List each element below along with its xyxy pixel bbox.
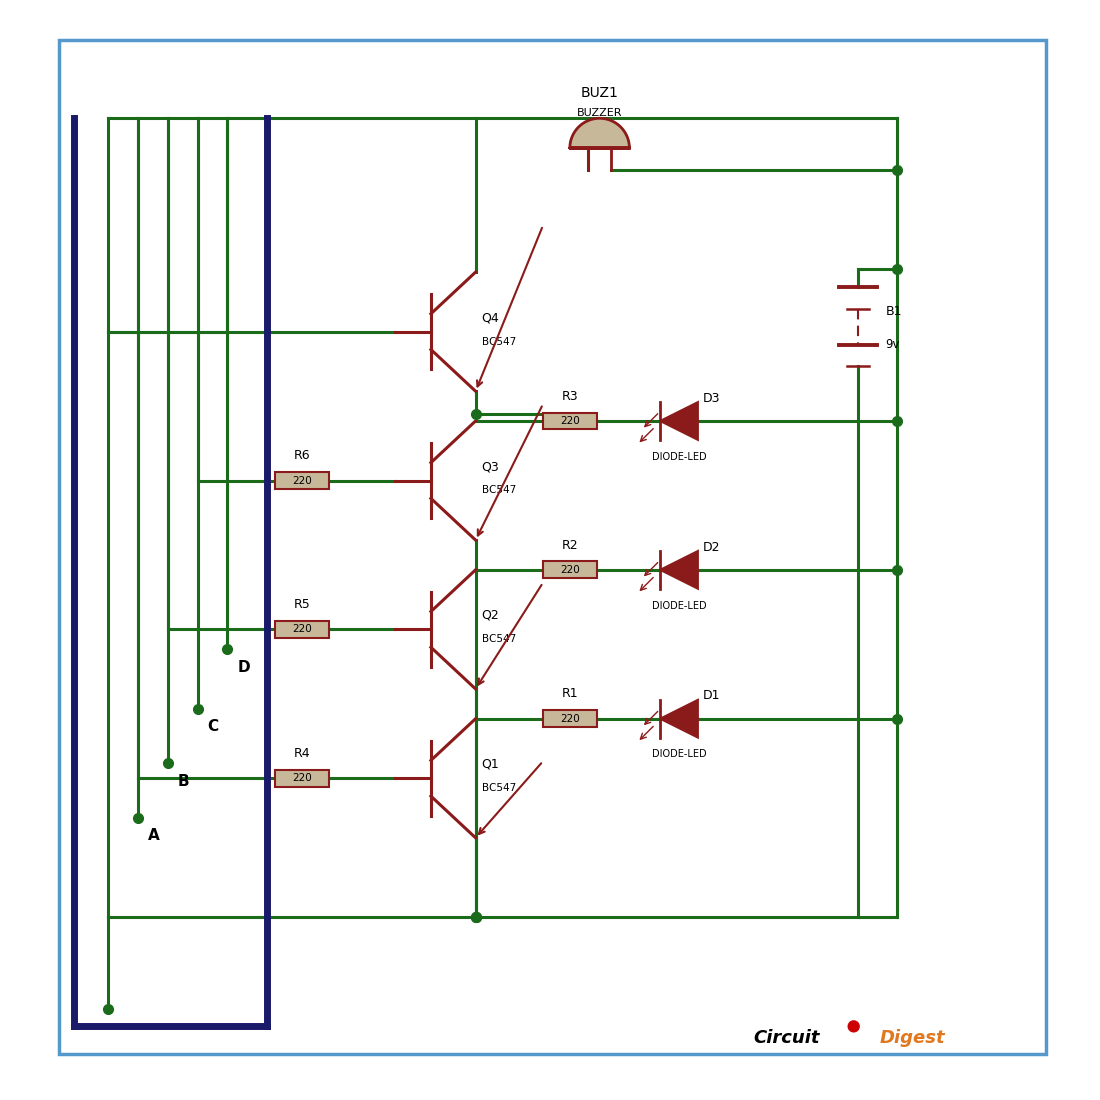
Text: C: C: [208, 719, 219, 734]
Bar: [542, 711, 597, 727]
Text: 9v: 9v: [886, 338, 900, 351]
Text: 220: 220: [560, 416, 580, 426]
Text: 220: 220: [292, 475, 311, 485]
Text: 220: 220: [292, 625, 311, 635]
Text: BC547: BC547: [482, 485, 516, 495]
Text: D3: D3: [703, 392, 720, 405]
Text: Q2: Q2: [482, 609, 499, 622]
Text: 220: 220: [560, 564, 580, 575]
Text: DIODE-LED: DIODE-LED: [651, 601, 706, 610]
Text: Q4: Q4: [482, 311, 499, 324]
Text: Q1: Q1: [482, 758, 499, 771]
Bar: [275, 472, 329, 490]
Text: A: A: [148, 828, 159, 844]
Text: D1: D1: [703, 690, 720, 703]
Text: Q3: Q3: [482, 460, 499, 473]
Text: B: B: [178, 773, 189, 789]
Text: D2: D2: [703, 540, 720, 553]
Bar: [275, 770, 329, 786]
Text: 220: 220: [292, 773, 311, 783]
Text: BUZZER: BUZZER: [576, 108, 623, 119]
Bar: [275, 621, 329, 638]
Text: R2: R2: [561, 539, 579, 551]
Bar: [542, 561, 597, 579]
Text: Digest: Digest: [880, 1030, 945, 1047]
Text: BC547: BC547: [482, 337, 516, 346]
Text: R6: R6: [294, 449, 310, 462]
Polygon shape: [660, 700, 697, 738]
Text: DIODE-LED: DIODE-LED: [651, 452, 706, 462]
Text: 220: 220: [560, 714, 580, 724]
Text: R4: R4: [294, 747, 310, 760]
Text: DIODE-LED: DIODE-LED: [651, 749, 706, 759]
Text: Circuit: Circuit: [754, 1030, 820, 1047]
Text: BUZ1: BUZ1: [581, 87, 618, 100]
Text: D: D: [238, 660, 250, 674]
Polygon shape: [570, 119, 629, 148]
Text: R3: R3: [561, 389, 579, 403]
Text: BC547: BC547: [482, 783, 516, 793]
Text: R5: R5: [294, 598, 310, 612]
Text: R1: R1: [561, 688, 579, 701]
Bar: [542, 412, 597, 429]
Polygon shape: [660, 403, 697, 440]
Circle shape: [848, 1021, 859, 1032]
Polygon shape: [660, 551, 697, 588]
Text: B1: B1: [886, 306, 902, 318]
Text: BC547: BC547: [482, 635, 516, 645]
